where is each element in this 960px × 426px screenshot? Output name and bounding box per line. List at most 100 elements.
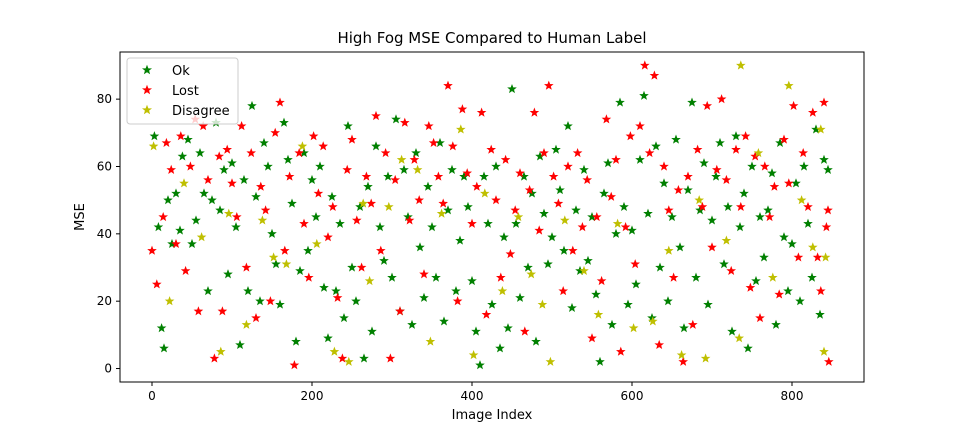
data-point: [639, 60, 650, 70]
data-point: [180, 265, 191, 275]
data-point: [659, 161, 669, 171]
data-point: [739, 188, 749, 198]
data-point: [620, 222, 631, 232]
data-point: [631, 279, 641, 289]
data-point: [487, 299, 497, 309]
data-point: [743, 343, 753, 353]
data-point: [783, 80, 794, 90]
data-point: [694, 195, 705, 205]
data-point: [318, 141, 329, 151]
data-point: [423, 181, 433, 191]
data-point: [342, 164, 353, 174]
data-point: [443, 205, 453, 215]
data-point: [659, 178, 669, 188]
data-point: [583, 255, 593, 265]
data-point: [443, 80, 453, 90]
data-point: [412, 164, 423, 174]
data-point: [539, 208, 549, 218]
series-ok: [149, 83, 833, 370]
data-point: [769, 181, 780, 191]
legend: Ok Lost Disagree: [126, 57, 239, 125]
data-point: [519, 326, 530, 336]
data-point: [313, 188, 324, 198]
data-point: [425, 336, 436, 346]
data-point: [327, 201, 338, 211]
data-point: [819, 154, 829, 164]
data-point: [711, 164, 722, 174]
data-point: [523, 262, 533, 272]
data-point: [823, 356, 834, 366]
data-point: [747, 161, 757, 171]
data-point: [219, 164, 229, 174]
data-point: [455, 124, 466, 134]
data-point: [193, 306, 204, 316]
x-axis-label: Image Index: [452, 408, 533, 423]
data-point: [663, 205, 674, 215]
data-point: [606, 191, 617, 201]
data-point: [820, 252, 831, 262]
data-point: [351, 296, 361, 306]
data-point: [668, 272, 679, 282]
data-point: [687, 97, 697, 107]
data-point: [255, 181, 266, 191]
legend-marker-lost: [142, 84, 152, 95]
data-point: [396, 154, 407, 164]
data-point: [299, 218, 309, 228]
data-point: [697, 201, 708, 211]
data-point: [452, 296, 463, 306]
data-point: [387, 272, 397, 282]
plot-marks: [147, 60, 834, 370]
data-point: [807, 242, 818, 252]
data-point: [545, 356, 556, 366]
data-point: [390, 174, 401, 185]
legend-marker-disagree: [142, 104, 152, 115]
data-point: [803, 201, 813, 211]
data-point: [263, 161, 273, 171]
data-point: [283, 154, 293, 164]
data-point: [683, 171, 693, 181]
data-point: [311, 238, 322, 249]
data-point: [799, 161, 809, 171]
data-point: [531, 336, 541, 346]
data-point: [214, 151, 225, 161]
data-point: [307, 174, 317, 185]
data-point: [753, 147, 764, 158]
data-point: [495, 272, 506, 282]
data-point: [241, 319, 252, 329]
data-point: [611, 228, 621, 238]
x-tick-label: 600: [621, 389, 644, 403]
data-point: [700, 353, 711, 363]
data-point: [611, 154, 621, 164]
data-point: [687, 319, 698, 329]
data-point: [663, 296, 673, 306]
data-point: [359, 353, 369, 363]
data-point: [667, 211, 677, 222]
data-point: [815, 286, 826, 296]
data-point: [366, 198, 377, 208]
data-point: [807, 107, 818, 117]
data-point: [399, 117, 410, 127]
data-point: [755, 211, 765, 222]
data-point: [364, 275, 375, 286]
data-point: [572, 147, 583, 158]
data-point: [735, 222, 745, 232]
data-point: [247, 100, 257, 110]
data-point: [579, 164, 589, 174]
legend-label-ok: Ok: [172, 64, 190, 79]
data-point: [663, 245, 674, 255]
data-point: [615, 97, 625, 107]
data-point: [716, 94, 727, 104]
data-point: [779, 232, 789, 242]
data-point: [526, 269, 537, 279]
data-point: [497, 286, 508, 296]
data-point: [764, 211, 775, 222]
data-point: [591, 289, 601, 299]
data-point: [795, 296, 805, 306]
data-point: [227, 158, 237, 168]
data-point: [567, 302, 577, 313]
data-point: [379, 255, 389, 265]
data-point: [255, 296, 265, 306]
data-point: [407, 319, 417, 329]
data-point: [723, 201, 733, 211]
legend-marker-ok: [142, 64, 152, 75]
